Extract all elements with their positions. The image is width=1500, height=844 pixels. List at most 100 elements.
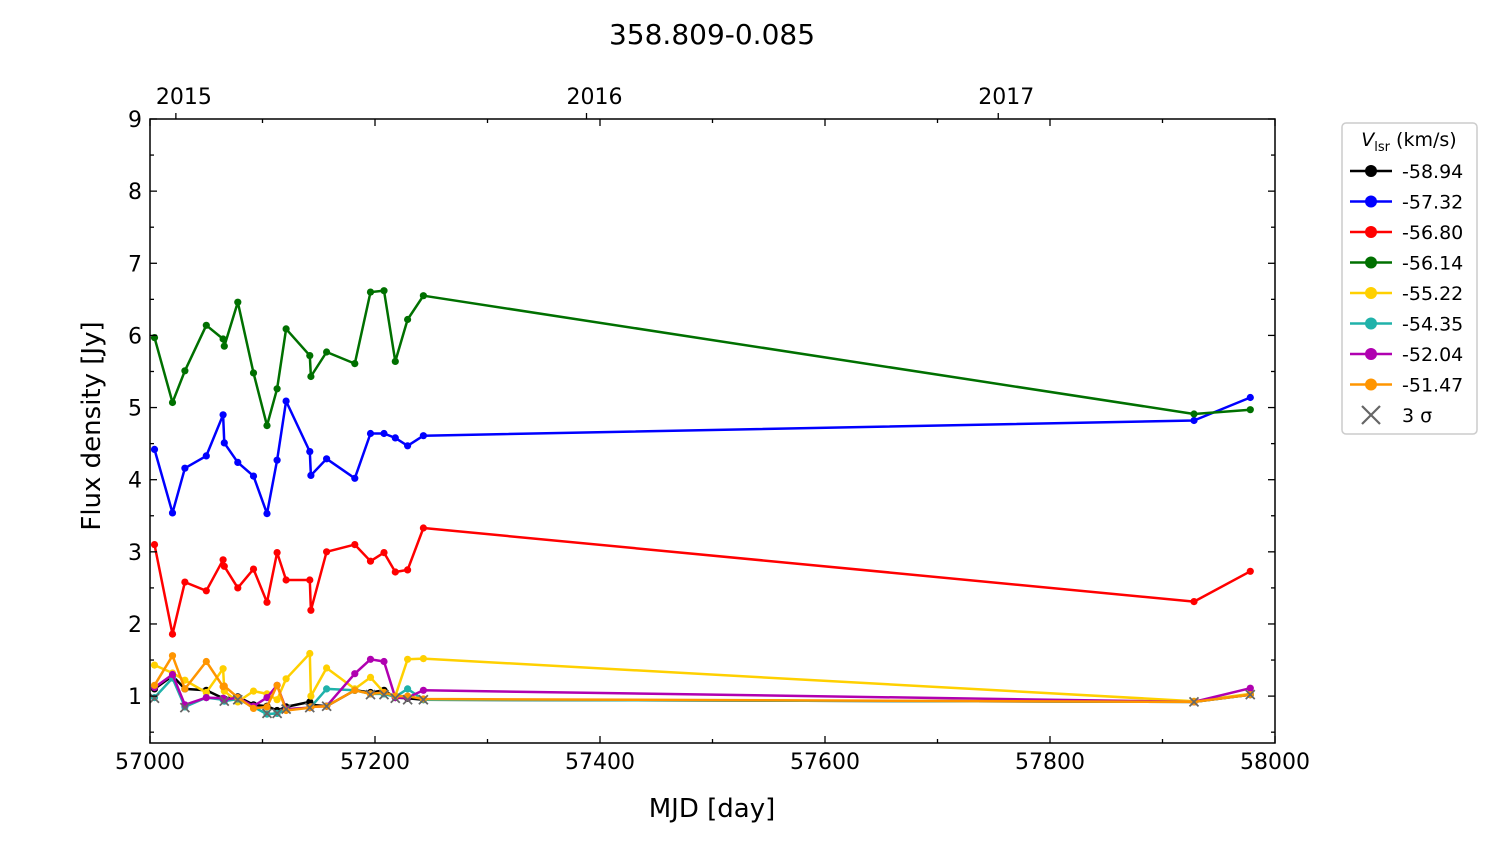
series-56m80 — [150, 524, 1254, 638]
series-line-51m47 — [153, 654, 1251, 712]
sigma-marker — [1245, 689, 1256, 700]
sigma-marker-stroke — [378, 689, 390, 700]
sigma-marker-stroke — [149, 693, 160, 704]
legend-entry-56m80: -56.80 — [1350, 222, 1463, 244]
legend-label: -54.35 — [1402, 314, 1463, 336]
series-line-56m80 — [153, 526, 1251, 636]
data-point-55m22 — [404, 655, 412, 663]
data-point-56m80 — [366, 557, 375, 565]
legend-marker — [1365, 317, 1377, 330]
data-point-51m47 — [150, 681, 159, 689]
sigma-marker — [390, 693, 401, 704]
data-point-51m47 — [380, 688, 388, 697]
data-point-56m80 — [306, 576, 314, 584]
series-line-55m22 — [153, 652, 1251, 704]
data-point-55m22 — [249, 687, 258, 695]
x-tick-label: 57800 — [1015, 750, 1085, 775]
data-point-51m47 — [234, 694, 242, 702]
sigma-marker-stroke — [232, 694, 243, 705]
legend-entry-54m35: -54.35 — [1350, 314, 1463, 336]
sigma-marker — [1188, 696, 1200, 708]
series-line-56m14 — [153, 289, 1251, 427]
data-point-57m32 — [391, 434, 399, 442]
data-point-56m14 — [202, 321, 210, 329]
legend-marker — [1365, 226, 1377, 238]
legend-label: -52.04 — [1402, 344, 1463, 366]
data-point-55m22 — [366, 673, 375, 682]
data-point-57m32 — [306, 448, 314, 456]
y-tick-label: 7 — [128, 252, 142, 277]
data-point-52m04 — [220, 696, 228, 704]
year-tick-label: 2017 — [978, 85, 1034, 110]
data-point-56m14 — [249, 369, 258, 377]
data-point-55m22 — [307, 692, 315, 700]
series-line-57m32 — [153, 396, 1251, 515]
data-point-57m32 — [168, 509, 177, 517]
data-point-56m80 — [249, 565, 258, 573]
y-tick-label: 8 — [128, 180, 142, 205]
legend-marker — [1365, 287, 1377, 299]
data-point-56m80 — [1246, 567, 1254, 575]
data-point-56m80 — [404, 566, 412, 574]
series-56m14 — [150, 287, 1254, 430]
data-point-51m47 — [181, 685, 189, 693]
legend-entry-56m14: -56.14 — [1350, 253, 1463, 275]
data-point-57m32 — [220, 439, 228, 447]
year-tick-label: 2016 — [567, 85, 623, 110]
sigma-marker-stroke — [219, 696, 230, 707]
legend: Vlsr (km/s) -58.94 -57.32 -56.80 -56.14 -55.… — [1341, 122, 1478, 435]
sigma-marker-stroke — [321, 701, 332, 712]
data-point-52m04 — [380, 657, 388, 666]
data-point-56m14 — [306, 352, 314, 360]
data-point-51m47 — [391, 692, 399, 700]
sigma-marker — [280, 703, 292, 715]
legend-label: -57.32 — [1402, 192, 1463, 214]
y-axis-label: Flux density [Jy] — [77, 321, 107, 530]
sigma-marker-stroke — [365, 689, 376, 700]
legend-title-rest: (km/s) — [1390, 129, 1457, 151]
data-point-57m32 — [1246, 393, 1254, 402]
data-point-57m32 — [404, 442, 412, 450]
data-point-55m22 — [419, 655, 427, 663]
data-point-56m14 — [307, 372, 315, 381]
data-point-56m80 — [419, 524, 427, 532]
data-point-56m14 — [220, 342, 228, 350]
data-point-57m32 — [202, 452, 210, 460]
x-tick-label: 57600 — [790, 750, 860, 775]
legend-entry-52m04: -52.04 — [1350, 344, 1463, 366]
legend-label: -56.14 — [1402, 253, 1463, 275]
data-point-51m47 — [282, 706, 290, 715]
data-point-57m32 — [249, 472, 258, 480]
data-point-56m14 — [1190, 410, 1198, 418]
data-point-57m32 — [219, 411, 227, 419]
data-point-56m80 — [391, 568, 399, 576]
data-point-56m80 — [1190, 598, 1198, 606]
data-point-52m04 — [366, 655, 375, 663]
data-point-56m14 — [263, 422, 271, 430]
data-point-56m80 — [181, 578, 189, 586]
data-point-55m22 — [219, 665, 227, 673]
sigma-marker — [261, 708, 273, 719]
legend-entry-55m22: -55.22 — [1350, 283, 1463, 305]
data-point-51m47 — [249, 704, 258, 713]
data-point-55m22 — [306, 649, 314, 658]
sigma-marker-stroke — [390, 693, 401, 704]
data-point-56m14 — [366, 288, 375, 296]
data-point-54m35 — [404, 685, 412, 693]
data-point-55m22 — [323, 664, 331, 672]
sigma-marker — [149, 693, 160, 704]
legend-title-subscript: lsr — [1374, 140, 1390, 155]
sigma-marker — [321, 701, 332, 712]
legend-marker — [1365, 256, 1377, 269]
legend-entry-51m47: -51.47 — [1350, 375, 1463, 397]
sigma-marker — [402, 694, 413, 705]
x-axis: 57000 57200 57400 57600 57800 58000 — [115, 119, 1310, 775]
legend-title-symbol: V — [1361, 129, 1376, 151]
y-tick-label: 1 — [128, 685, 142, 710]
data-point-56m80 — [282, 576, 290, 584]
data-point-57m32 — [234, 458, 242, 466]
y-tick-label: 4 — [128, 469, 142, 494]
legend-marker — [1365, 165, 1377, 177]
data-point-57m32 — [419, 432, 427, 440]
